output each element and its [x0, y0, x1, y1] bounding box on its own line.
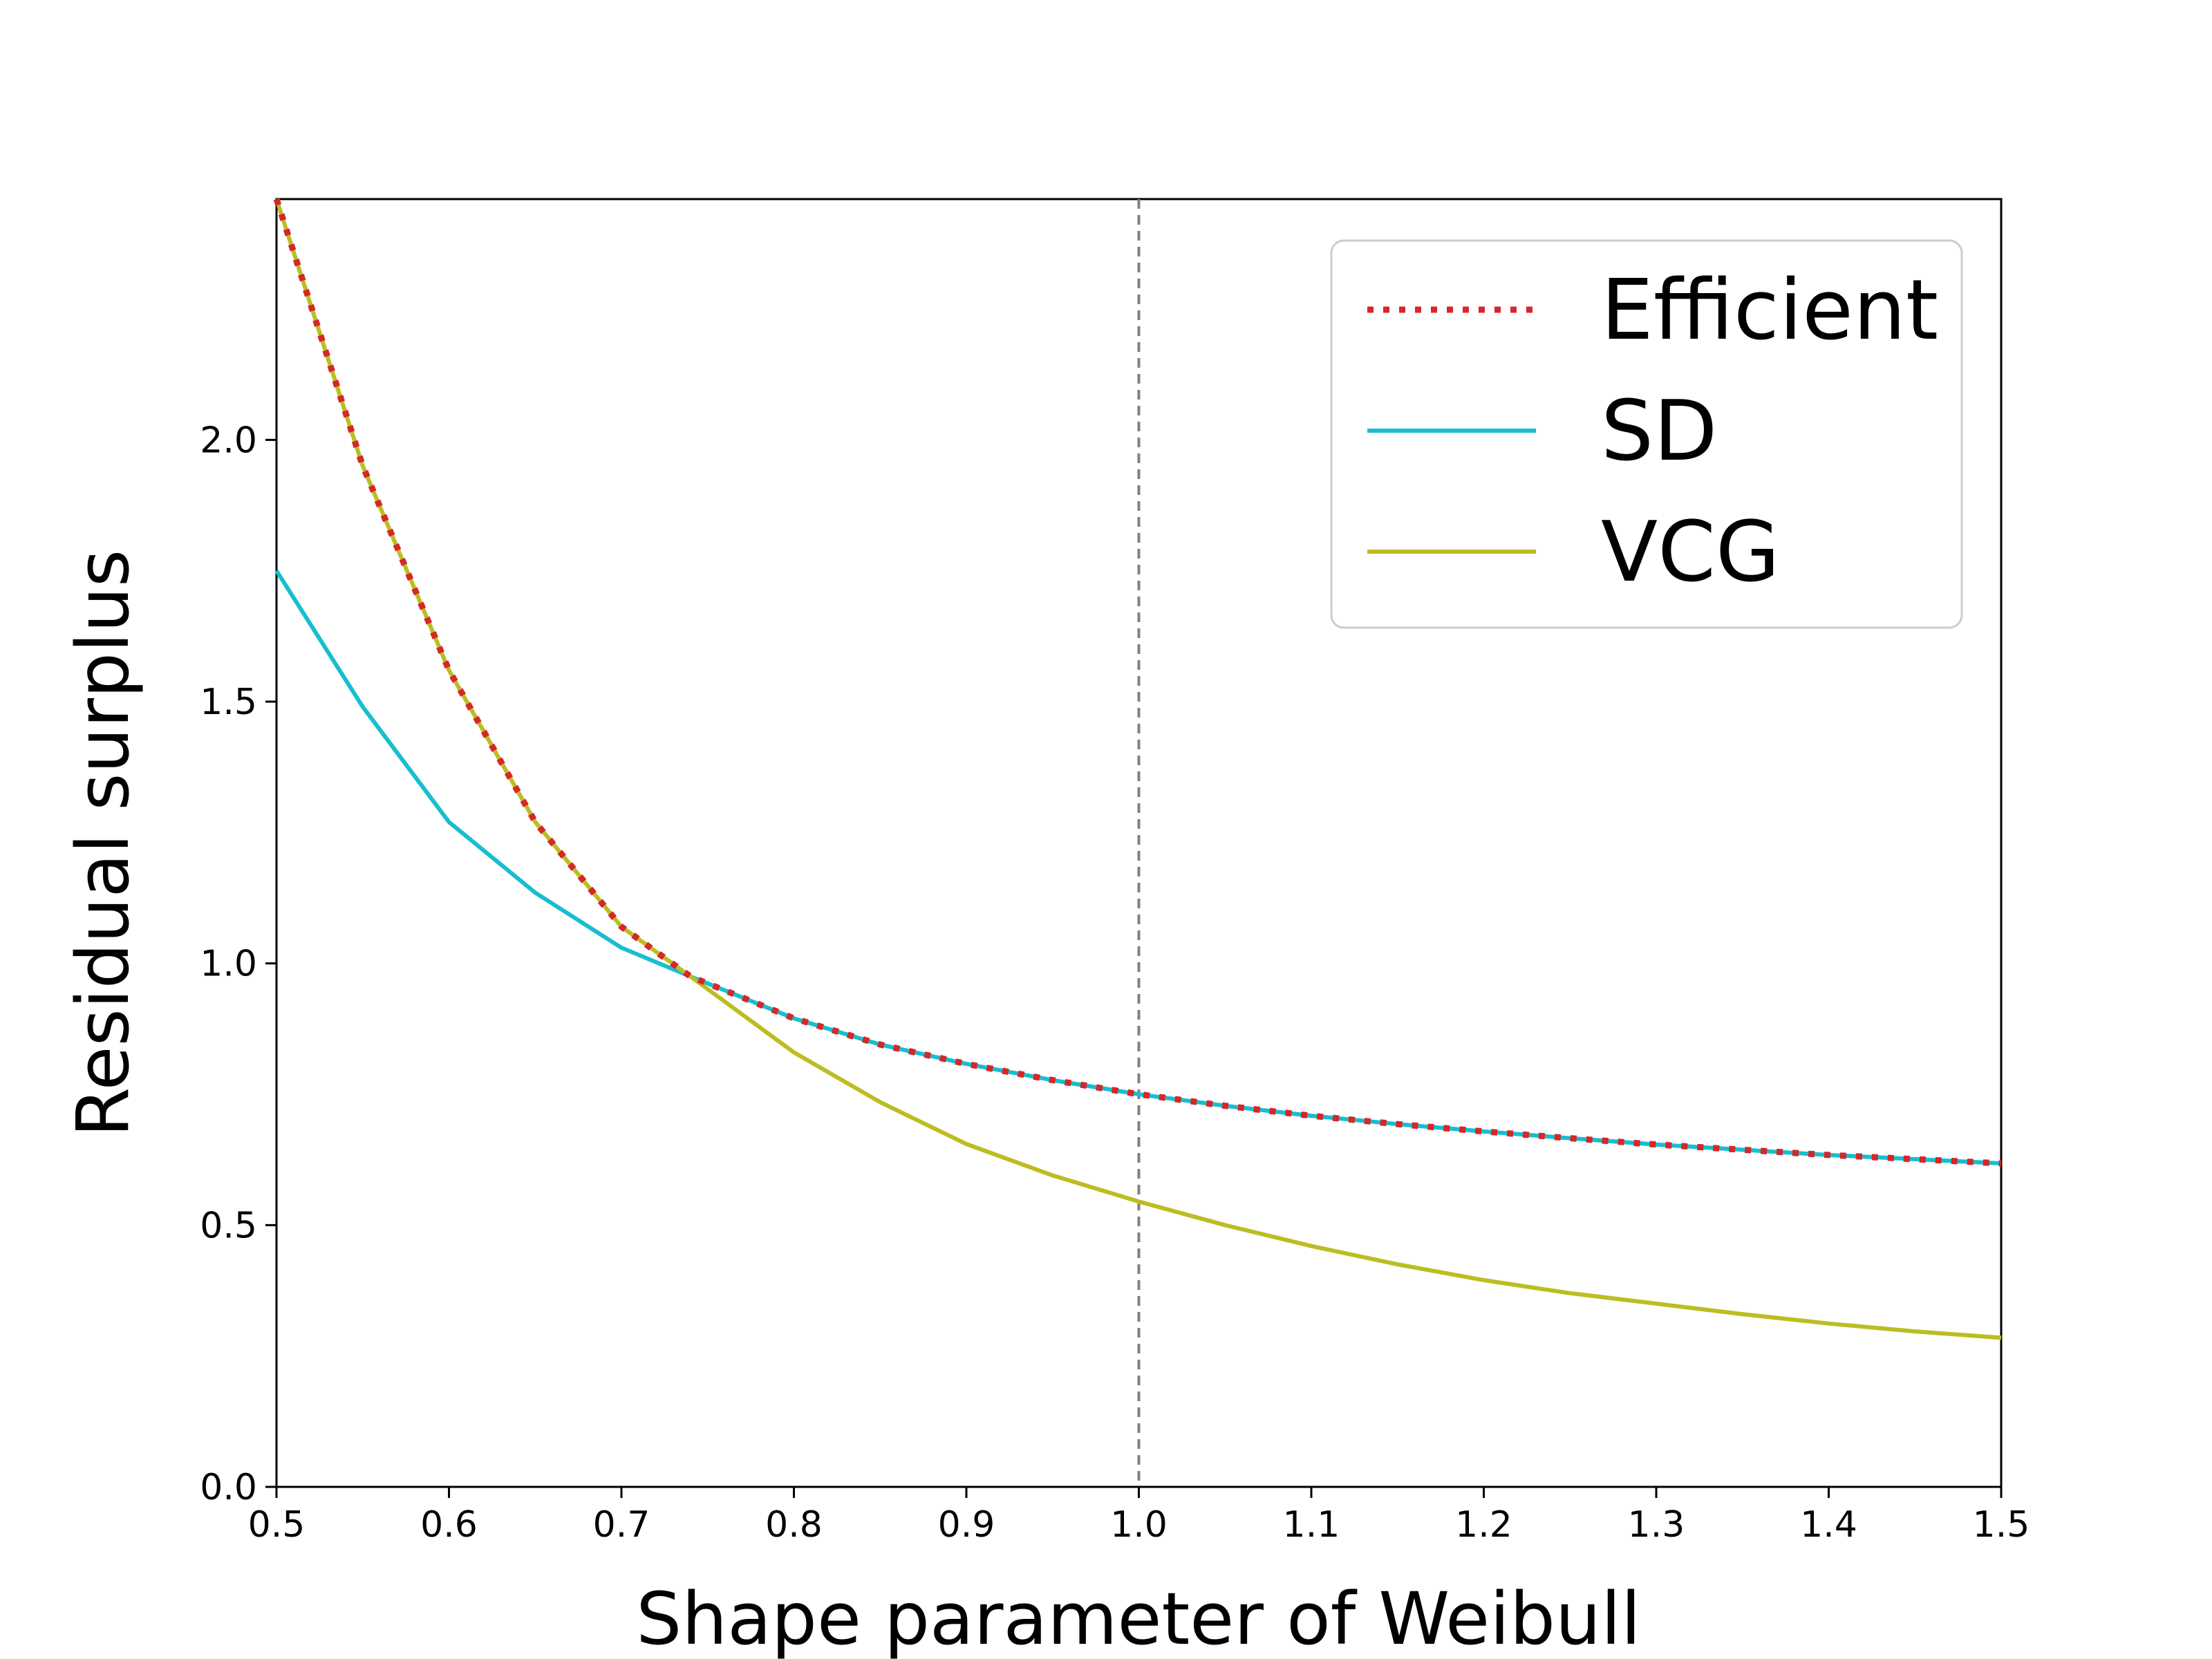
x-tick-label: 1.0	[1110, 1504, 1168, 1546]
legend: Efficient SD VCG	[1330, 239, 1963, 629]
series-line-efficient	[273, 198, 2002, 1167]
legend-label-efficient: Efficient	[1601, 263, 1938, 359]
x-tick-label: 0.8	[765, 1504, 823, 1546]
legend-label-sd: SD	[1601, 384, 1718, 480]
x-tick-label: 1.5	[1973, 1504, 2030, 1546]
x-tick-label: 1.4	[1800, 1504, 1857, 1546]
x-axis-ticks: 0.5 0.6 0.7 0.8 0.9 1.0 1.1 1.2 1.3 1.4 1.5	[248, 1487, 2030, 1546]
legend-items: Efficient SD VCG	[1367, 263, 1938, 601]
series-line-vcg	[274, 198, 2002, 1340]
x-tick-label: 0.6	[420, 1504, 478, 1546]
x-tick-label: 0.5	[248, 1504, 306, 1546]
x-tick-label: 0.7	[593, 1504, 650, 1546]
y-tick-label: 0.0	[200, 1467, 257, 1508]
legend-box	[1330, 239, 1963, 629]
y-tick-label: 2.0	[200, 420, 257, 461]
y-axis-ticks: 0.0 0.5 1.0 1.5 2.0	[200, 420, 276, 1508]
legend-label-vcg: VCG	[1601, 505, 1780, 601]
x-tick-label: 1.2	[1455, 1504, 1512, 1546]
x-tick-label: 1.1	[1283, 1504, 1340, 1546]
y-tick-label: 1.0	[200, 944, 257, 985]
series-group	[273, 198, 2002, 1340]
x-tick-label: 0.9	[938, 1504, 995, 1546]
y-tick-label: 1.5	[200, 682, 257, 723]
y-axis-label: Residual surplus	[61, 550, 145, 1137]
y-tick-label: 0.5	[200, 1205, 257, 1246]
x-axis-label: Shape parameter of Weibull	[636, 1577, 1640, 1659]
x-tick-label: 1.3	[1628, 1504, 1685, 1546]
